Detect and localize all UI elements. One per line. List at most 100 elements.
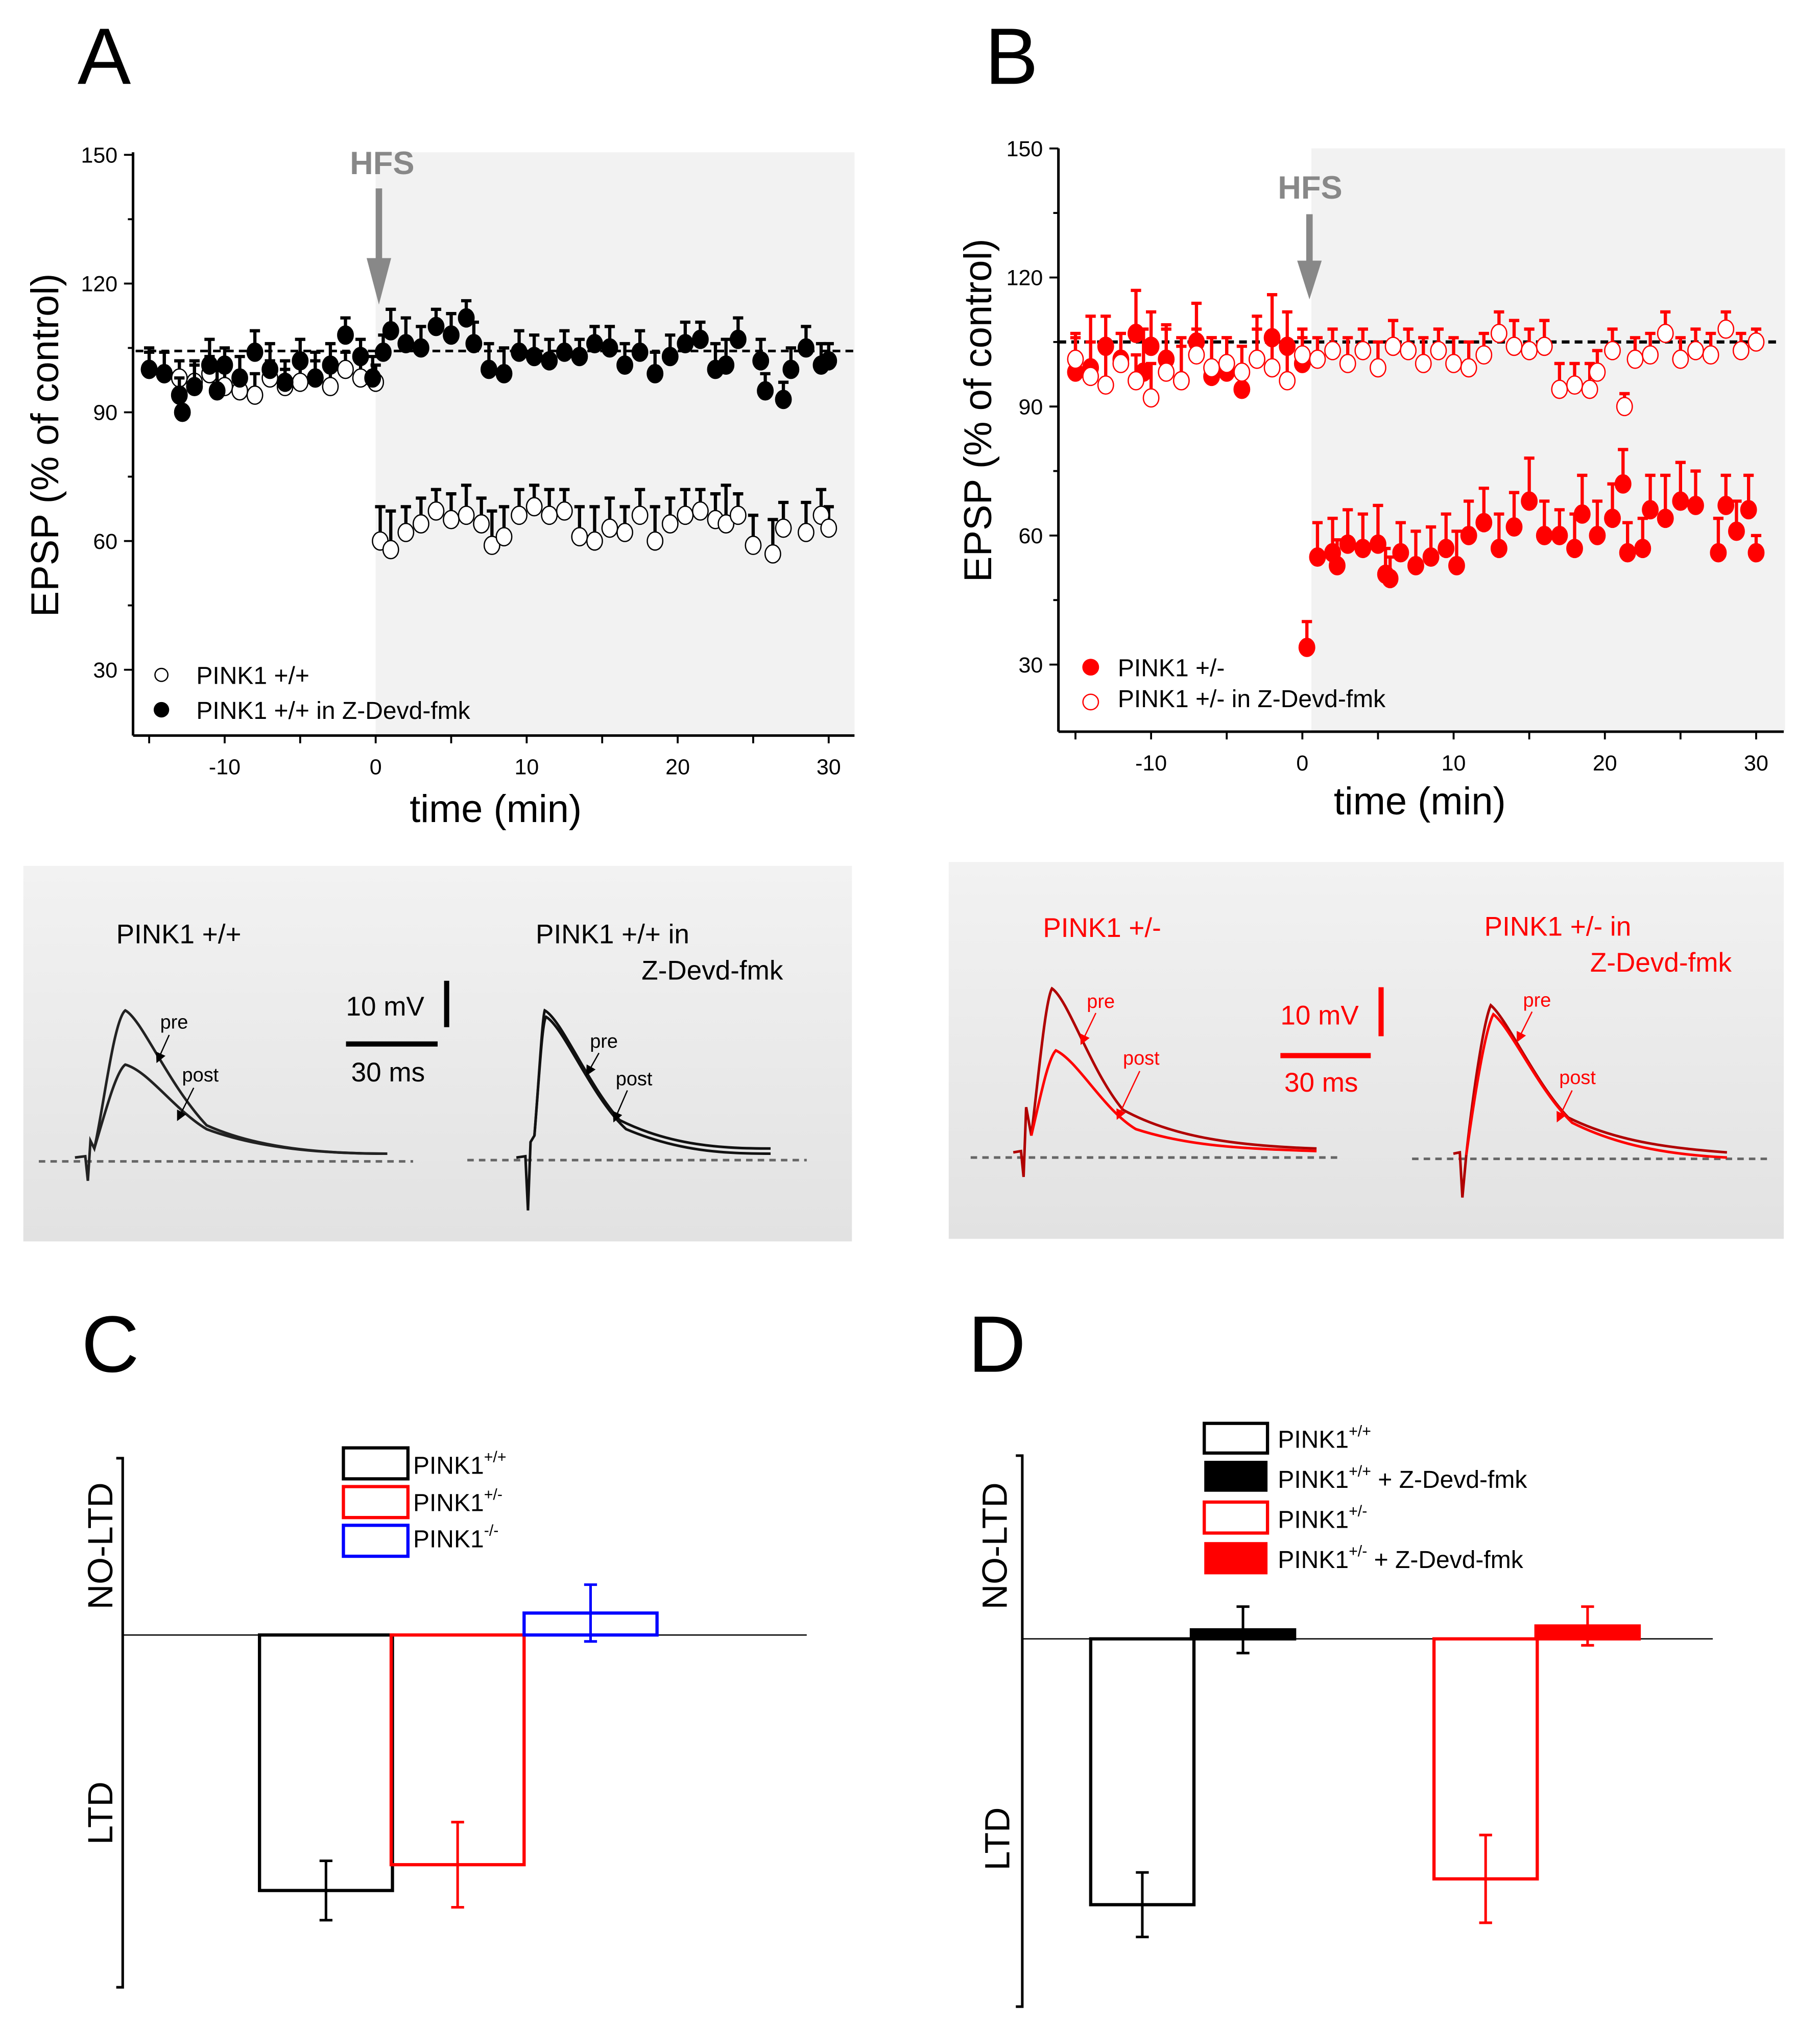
data-point [1717,495,1735,515]
data-point [775,390,792,409]
data-point [216,355,233,375]
data-point [412,338,429,358]
data-point [1642,345,1659,365]
axes-b: 30 60 90 120 150 -10 0 10 20 30 [1007,137,1784,776]
scale-mv-label: 10 mV [1280,1001,1359,1031]
data-point [1672,491,1689,511]
data-point [1604,509,1621,528]
data-point [616,355,634,375]
trace-post [533,1015,771,1155]
y-tick-label: 60 [93,529,117,554]
data-point [525,347,543,367]
legend-marker-filled [153,702,170,718]
y-axis [1016,1454,1024,2008]
data-point [556,501,573,521]
traces-panel-b: PINK1 +/- PINK1 +/- in Z-Devd-fmk pre po… [948,862,1784,1239]
data-point [1604,341,1621,360]
data-point [1573,504,1591,524]
data-point [752,351,770,371]
data-point [1460,358,1477,378]
data-point [782,359,800,379]
data-point [322,377,339,397]
y-tick-label: 30 [1019,653,1043,678]
data-point [397,522,415,542]
data-point [1218,353,1235,373]
legend-superscript: +/- [484,1486,502,1503]
data-point [1589,362,1606,382]
data-point [1082,367,1099,387]
legend-swatch-het [1203,1500,1270,1535]
data-point [1521,341,1538,360]
data-point [1589,525,1606,545]
data-point [495,527,513,547]
x-axis-label: time (min) [410,787,582,831]
data-point [1536,336,1553,356]
data-point [1702,345,1719,365]
data-point [1710,543,1727,563]
pre-arrow-icon [1517,1011,1533,1043]
scale-mv-label: 10 mV [346,992,425,1022]
data-point [729,329,747,349]
panel-letter-b: B [985,12,1039,101]
data-point [1521,491,1538,511]
data-point [541,351,558,371]
trace-post [1465,1012,1727,1159]
axes-a: 30 60 90 120 150 -10 0 10 20 30 [81,143,855,779]
data-point [757,381,774,401]
x-tick-label: -10 [1135,751,1167,776]
panel-d-bar-chart: NO-LTD LTD PINK1+/+ PINK1+/+ + Z-Devd-fm… [976,1421,1713,2008]
data-point [140,359,158,379]
data-point [1415,353,1432,373]
data-point [322,355,339,375]
legend-marker-open [1082,693,1099,711]
data-point [1430,341,1447,360]
data-point [601,338,618,358]
data-point [1142,388,1160,408]
hfs-arrow-icon [366,188,391,305]
data-point [1370,534,1386,554]
data-point [1619,543,1636,563]
data-point [775,518,792,538]
ltd-label: LTD [81,1781,120,1845]
post-hfs-shade [1311,148,1785,732]
trace-title: PINK1 +/- in [1484,911,1632,942]
data-point [1634,539,1651,559]
hfs-arrow-icon [1297,214,1322,300]
data-point [246,342,264,362]
data-point [427,317,445,336]
pre-label: pre [1087,991,1115,1012]
data-point [661,514,679,534]
x-tick-label: 0 [370,755,382,779]
data-point [1298,637,1315,657]
data-point [1717,319,1735,339]
legend-label: PINK1 +/- [1118,655,1225,682]
legend-label: PINK1 +/- in Z-Devd-fmk [1118,686,1386,713]
data-point [364,368,381,388]
data-point [1581,379,1598,399]
data-point [1158,362,1175,382]
data-point [382,540,399,560]
data-point [556,342,573,362]
post-label: post [1123,1048,1160,1069]
legend-superscript: -/- [484,1523,499,1539]
panel-letter-c: C [81,1300,139,1389]
data-point [382,321,399,341]
data-point [1309,349,1326,369]
data-point [1728,521,1745,541]
bars-d [1089,1605,1641,1939]
data-point [1687,341,1704,360]
data-point [1354,341,1372,360]
x-tick-label: 0 [1296,751,1308,776]
data-point [1657,324,1674,343]
data-point [1128,324,1144,343]
data-point [586,531,603,551]
no-ltd-label: NO-LTD [976,1482,1015,1609]
data-point [458,505,475,525]
data-point [1294,345,1311,365]
data-point [586,334,603,353]
trace-title: PINK1 +/- [1043,913,1161,943]
data-point [1490,324,1507,343]
data-point [1188,345,1205,365]
data-point [646,531,664,551]
